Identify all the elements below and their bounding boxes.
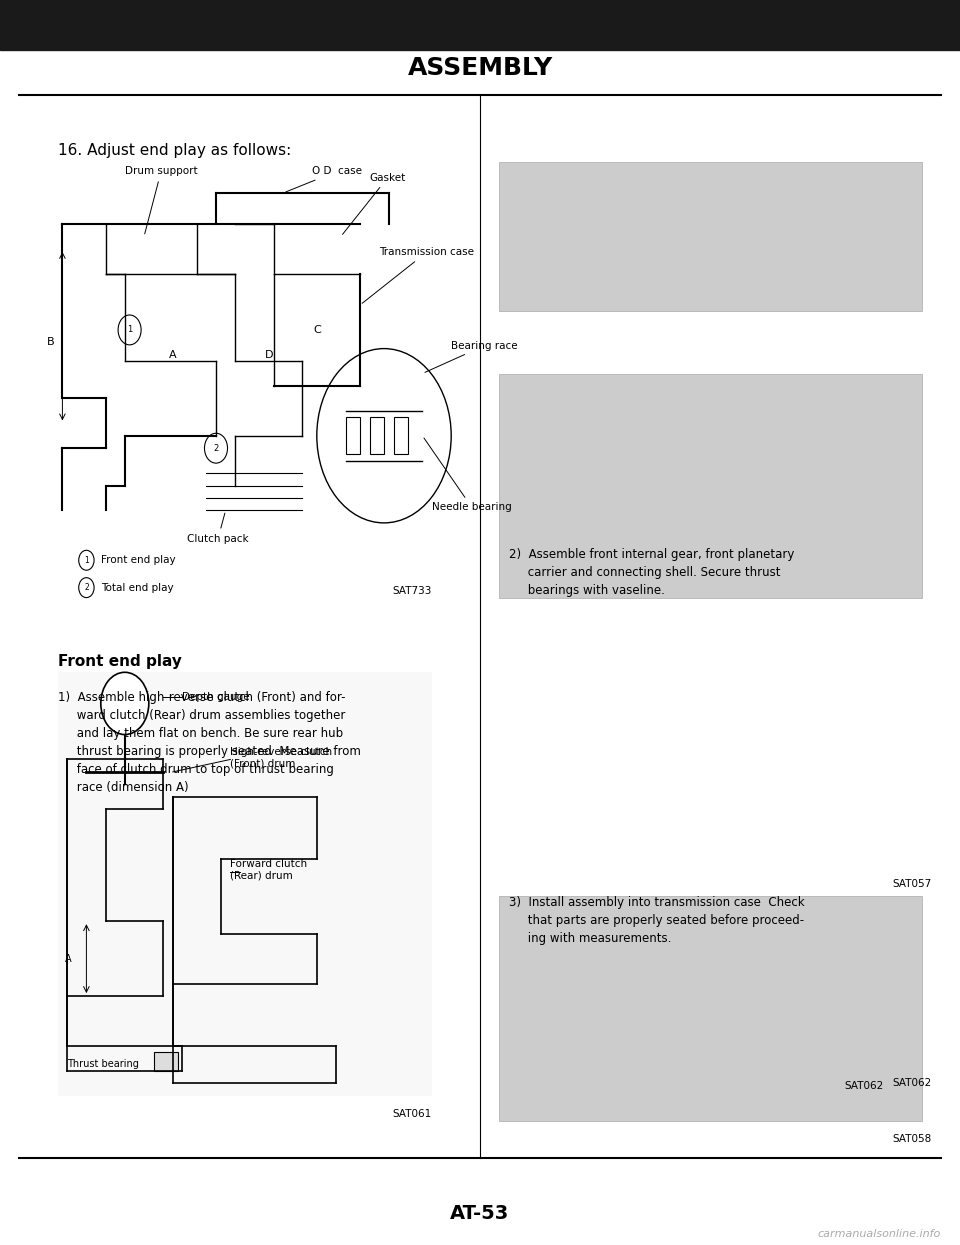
Text: 2: 2	[213, 443, 219, 453]
FancyBboxPatch shape	[370, 417, 384, 454]
Bar	[0, 0, 960, 50]
Text: O D  case: O D case	[286, 167, 362, 192]
FancyBboxPatch shape	[499, 896, 922, 1120]
Text: Depth gauge: Depth gauge	[182, 692, 250, 702]
Text: Front end play: Front end play	[58, 654, 181, 669]
Text: 3)  Install assembly into transmission case  Check
     that parts are properly : 3) Install assembly into transmission ca…	[509, 896, 804, 945]
FancyBboxPatch shape	[499, 162, 922, 311]
Text: Front end play: Front end play	[101, 555, 176, 565]
Text: Thrust bearing: Thrust bearing	[67, 1059, 139, 1069]
Text: Clutch pack: Clutch pack	[187, 513, 249, 544]
Text: Total end play: Total end play	[101, 583, 174, 593]
FancyBboxPatch shape	[499, 374, 922, 598]
Text: SAT058: SAT058	[892, 1134, 931, 1144]
Bar	[154, 1052, 178, 1071]
Text: C: C	[313, 325, 321, 335]
Text: carmanualsonline.info: carmanualsonline.info	[818, 1229, 941, 1239]
Text: 2)  Assemble front internal gear, front planetary
     carrier and connecting sh: 2) Assemble front internal gear, front p…	[509, 548, 794, 596]
Text: Drum support: Drum support	[125, 167, 198, 234]
Text: High-reverse clutch
(Front) drum: High-reverse clutch (Front) drum	[230, 747, 332, 768]
FancyBboxPatch shape	[394, 417, 408, 454]
Text: SAT062: SAT062	[844, 1081, 883, 1091]
Text: 1: 1	[84, 555, 88, 565]
Text: D: D	[265, 350, 273, 360]
Text: Gasket: Gasket	[343, 173, 406, 234]
Circle shape	[101, 672, 149, 735]
Text: 2: 2	[84, 583, 88, 593]
Text: ASSEMBLY: ASSEMBLY	[407, 56, 553, 81]
Text: 16. Adjust end play as follows:: 16. Adjust end play as follows:	[58, 143, 291, 158]
Text: AT-53: AT-53	[450, 1204, 510, 1224]
Text: SAT061: SAT061	[393, 1109, 432, 1119]
Text: 1: 1	[127, 325, 132, 335]
Text: B: B	[47, 337, 55, 347]
FancyBboxPatch shape	[346, 417, 360, 454]
Text: SAT733: SAT733	[393, 586, 432, 596]
Text: Transmission case: Transmission case	[362, 248, 474, 304]
Text: 1)  Assemble high-reverse clutch (Front) and for-
     ward clutch (Rear) drum a: 1) Assemble high-reverse clutch (Front) …	[58, 691, 360, 794]
Text: SAT062: SAT062	[892, 1078, 931, 1088]
Text: A: A	[65, 954, 72, 964]
Text: Forward clutch
(Rear) drum: Forward clutch (Rear) drum	[230, 859, 307, 880]
Bar	[58, 672, 432, 1096]
Text: Bearing race: Bearing race	[425, 341, 517, 372]
Text: A: A	[169, 350, 177, 360]
Text: Needle bearing: Needle bearing	[424, 438, 512, 513]
Text: SAT057: SAT057	[892, 879, 931, 889]
